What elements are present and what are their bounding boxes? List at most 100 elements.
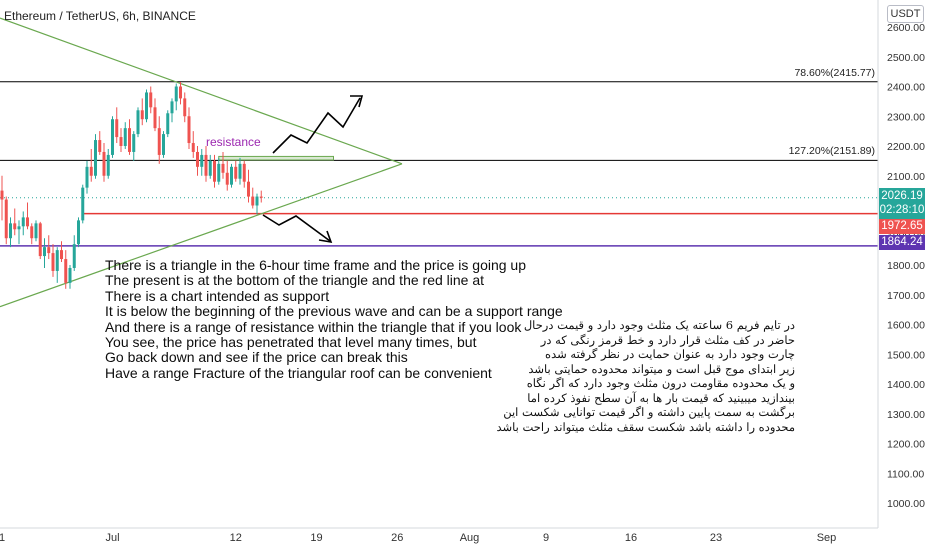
- candle-body: [0, 190, 4, 200]
- purple-level-tag: 1864.24: [879, 235, 925, 250]
- candle-body: [98, 140, 102, 152]
- time-tick-label: 19: [310, 532, 322, 544]
- english-analysis-note: There is a triangle in the 6-hour time f…: [105, 257, 563, 381]
- price-tick-label: 1300.00: [887, 409, 925, 421]
- time-tick-label: 26: [391, 532, 403, 544]
- candle-body: [183, 98, 187, 117]
- bar-countdown: 02:28:10: [879, 204, 925, 216]
- candle-body: [162, 134, 165, 155]
- note-line: Go back down and see if the price can br…: [105, 349, 408, 366]
- bearish-arrow-head: [318, 230, 333, 244]
- candle-body: [72, 244, 76, 268]
- candle-body: [106, 154, 110, 176]
- candle-body: [17, 226, 21, 230]
- resistance-zone: [218, 155, 334, 161]
- candle-body: [145, 92, 148, 120]
- candle-body: [157, 128, 161, 155]
- bullish-arrow-head: [350, 95, 364, 108]
- candle-body: [221, 163, 225, 173]
- candle-body: [9, 223, 12, 239]
- time-tick-label: 1: [0, 532, 5, 544]
- last-price-value: 2026.19: [881, 190, 923, 202]
- candle-body: [217, 163, 221, 182]
- last-price-tag: 2026.19 02:28:10: [879, 188, 925, 219]
- candle-body: [140, 110, 144, 120]
- note-line-fa: برگشت به سمت پایین داشته و اگر قیمت توان…: [503, 405, 795, 419]
- candle-body: [196, 151, 199, 167]
- candle-body: [51, 253, 55, 271]
- price-tick-label: 1200.00: [887, 439, 925, 451]
- bullish-projection-arrow: [272, 97, 361, 154]
- price-tick-label: 2500.00: [887, 52, 925, 64]
- persian-analysis-note: در تایم فریم 6 ساعته یک مثلث وجود دارد و…: [496, 318, 795, 434]
- candle-body: [38, 223, 42, 257]
- note-line: It is below the beginning of the previou…: [105, 303, 563, 320]
- candle-body: [89, 166, 93, 176]
- candle-body: [26, 217, 29, 227]
- candle-body: [47, 247, 51, 254]
- candle-body: [30, 226, 34, 239]
- price-tick-label: 2600.00: [887, 22, 925, 34]
- price-tick-label: 1800.00: [887, 260, 925, 272]
- candle-body: [225, 172, 229, 185]
- candle-body: [77, 220, 80, 245]
- candle-body: [85, 166, 89, 188]
- price-tick-label: 1500.00: [887, 349, 925, 361]
- note-line: There is a triangle in the 6-hour time f…: [105, 257, 527, 273]
- candle-body: [21, 217, 25, 227]
- candle-body: [55, 250, 59, 271]
- price-tick-label: 2100.00: [887, 171, 925, 183]
- note-line: And there is a range of resistance withi…: [105, 318, 522, 335]
- candle-body: [34, 223, 38, 239]
- time-tick-label: 23: [710, 532, 722, 544]
- candle-body: [94, 140, 97, 176]
- candle-body: [251, 196, 255, 206]
- triangle-upper-line: [0, 17, 403, 165]
- projection-arrows: [262, 95, 364, 244]
- price-tick-label: 1100.00: [887, 468, 924, 480]
- candle-body: [119, 137, 123, 146]
- candle-body: [230, 166, 233, 185]
- candle-body: [153, 107, 157, 129]
- candle-body: [238, 163, 242, 179]
- candle-body: [60, 250, 63, 260]
- candle-body: [115, 119, 119, 138]
- note-line-fa: در تایم فریم 6 ساعته یک مثلث وجود دارد و…: [523, 318, 795, 332]
- candle-body: [179, 86, 182, 99]
- price-tick-label: 1000.00: [887, 498, 925, 510]
- bearish-projection-arrow: [262, 214, 331, 242]
- candle-body: [81, 187, 85, 221]
- time-tick-label: Jul: [105, 532, 119, 544]
- time-tick-label: 12: [230, 532, 242, 544]
- chart-title: Ethereum / TetherUS, 6h, BINANCE: [4, 9, 196, 23]
- price-axis: 1000.00 1100.00 1200.00 1300.00 1400.00 1500.…: [877, 0, 925, 528]
- candle-body: [13, 223, 17, 230]
- note-line-fa: حاضر در کف مثلث قرار دارد و خط قرمز رنگی…: [540, 332, 795, 347]
- note-line-fa: زیر ابتدای موج قبل است و میتواند محدوده …: [528, 361, 795, 376]
- time-tick-label: Aug: [460, 532, 480, 544]
- candle-body: [43, 247, 46, 257]
- candle-body: [204, 154, 208, 176]
- candle-body: [247, 181, 250, 197]
- horizontal-levels: [0, 81, 878, 247]
- candle-body: [132, 134, 136, 152]
- price-tick-label: 2300.00: [887, 111, 925, 123]
- candle-body: [68, 267, 72, 283]
- candle-body: [174, 86, 178, 102]
- triangle-lower-line: [0, 163, 403, 308]
- candles: [0, 82, 263, 289]
- candle-body: [242, 163, 246, 182]
- candle-body: [149, 92, 153, 108]
- candle-body: [187, 116, 191, 144]
- candle-body: [191, 143, 195, 152]
- candle-body: [111, 119, 114, 155]
- note-line-fa: و یک محدوده مقاومت درون مثلث وجود دارد ک…: [526, 376, 795, 390]
- candle-body: [208, 160, 212, 176]
- fib-mid-label: 127.20%(2151.89): [789, 145, 875, 157]
- candle-body: [102, 151, 106, 176]
- currency-button[interactable]: USDT: [887, 5, 924, 23]
- candle-body: [4, 199, 8, 239]
- time-tick-label: Sep: [817, 532, 837, 544]
- note-line: There is a chart intended as support: [105, 287, 330, 304]
